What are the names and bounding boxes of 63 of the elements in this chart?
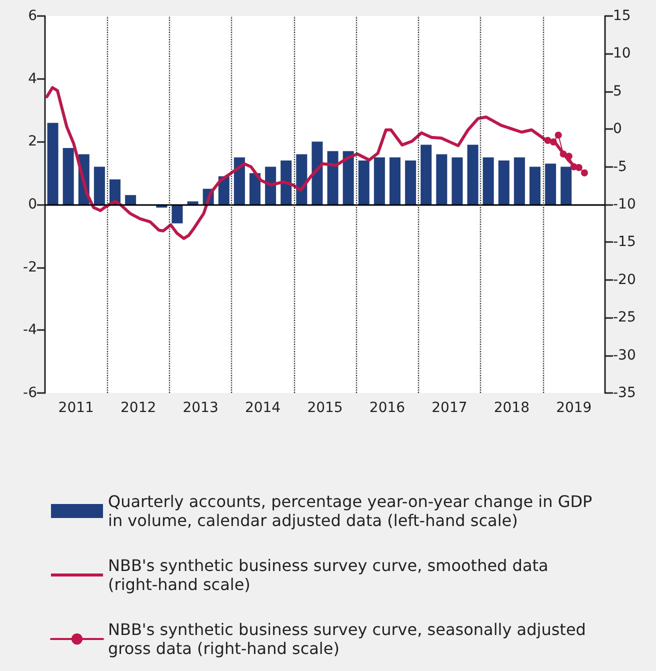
y2-tick-label: -10 [613,196,636,212]
bar [405,160,416,204]
y2-tick-label: -30 [613,347,636,364]
y-tick-label: -4 [23,322,38,338]
y-tick-label: 0 [28,196,37,212]
bar [358,160,370,204]
x-tick-label: 2019 [556,400,592,416]
bar [530,166,540,204]
y2-tick-label: -35 [613,385,636,401]
y2-tick-label: 0 [613,121,622,138]
bar [312,142,323,204]
x-tick-label: 2014 [244,400,281,416]
y-tick-label: -6 [23,385,38,401]
x-tick-label: 2017 [432,400,468,416]
y2-tick-label: -15 [613,234,636,250]
x-tick-label: 2011 [58,400,94,416]
bar [250,173,260,204]
bar [296,154,308,204]
bar [560,166,572,204]
bar [265,166,276,204]
x-tick-label: 2013 [182,400,218,416]
bar [498,160,510,204]
y-tick-label: 6 [28,8,38,24]
point [550,138,557,146]
bar [482,157,494,204]
y-tick-label: -2 [23,259,37,276]
bar [514,157,525,204]
bar [545,164,556,204]
bar [420,144,432,204]
bar [187,201,198,204]
bar [62,148,74,204]
x-tick-label: 2015 [307,400,343,416]
bar [467,144,478,204]
y2-tick-label: -25 [613,310,636,326]
bar [342,151,354,204]
legend-label: Quarterly accounts, percentage year-on-year change in GDP in volume, calendar adjusted data (left-hand scale) [108,492,598,530]
bar [125,195,136,204]
y2-tick-label: -20 [613,272,636,288]
x-tick-label: 2012 [120,400,156,416]
bar [280,160,292,204]
bar [234,157,245,204]
y-tick-label: 4 [28,70,38,87]
y2-tick-label: -5 [613,158,627,175]
bar [94,166,105,204]
point [560,150,567,158]
point [575,164,582,172]
y2-tick-label: 10 [613,46,631,62]
bar [374,157,385,204]
bar [390,157,400,204]
point [554,132,562,139]
bar [452,157,463,204]
bar [47,122,58,204]
bar [436,154,448,204]
x-tick-label: 2016 [369,400,406,416]
bar [172,204,183,224]
bar [327,151,338,204]
y2-tick-label: 15 [613,8,631,24]
x-tick-label: 2018 [494,400,530,416]
point [580,169,588,176]
y2-tick-label: 5 [613,83,622,100]
legend-label: NBB's synthetic business survey curve, seasonally adjusted gross data (right-hand scale) [108,620,592,658]
y-tick-label: 2 [28,134,37,150]
legend-label: NBB's synthetic business survey curve, smoothed data (right-hand scale) [108,556,554,594]
